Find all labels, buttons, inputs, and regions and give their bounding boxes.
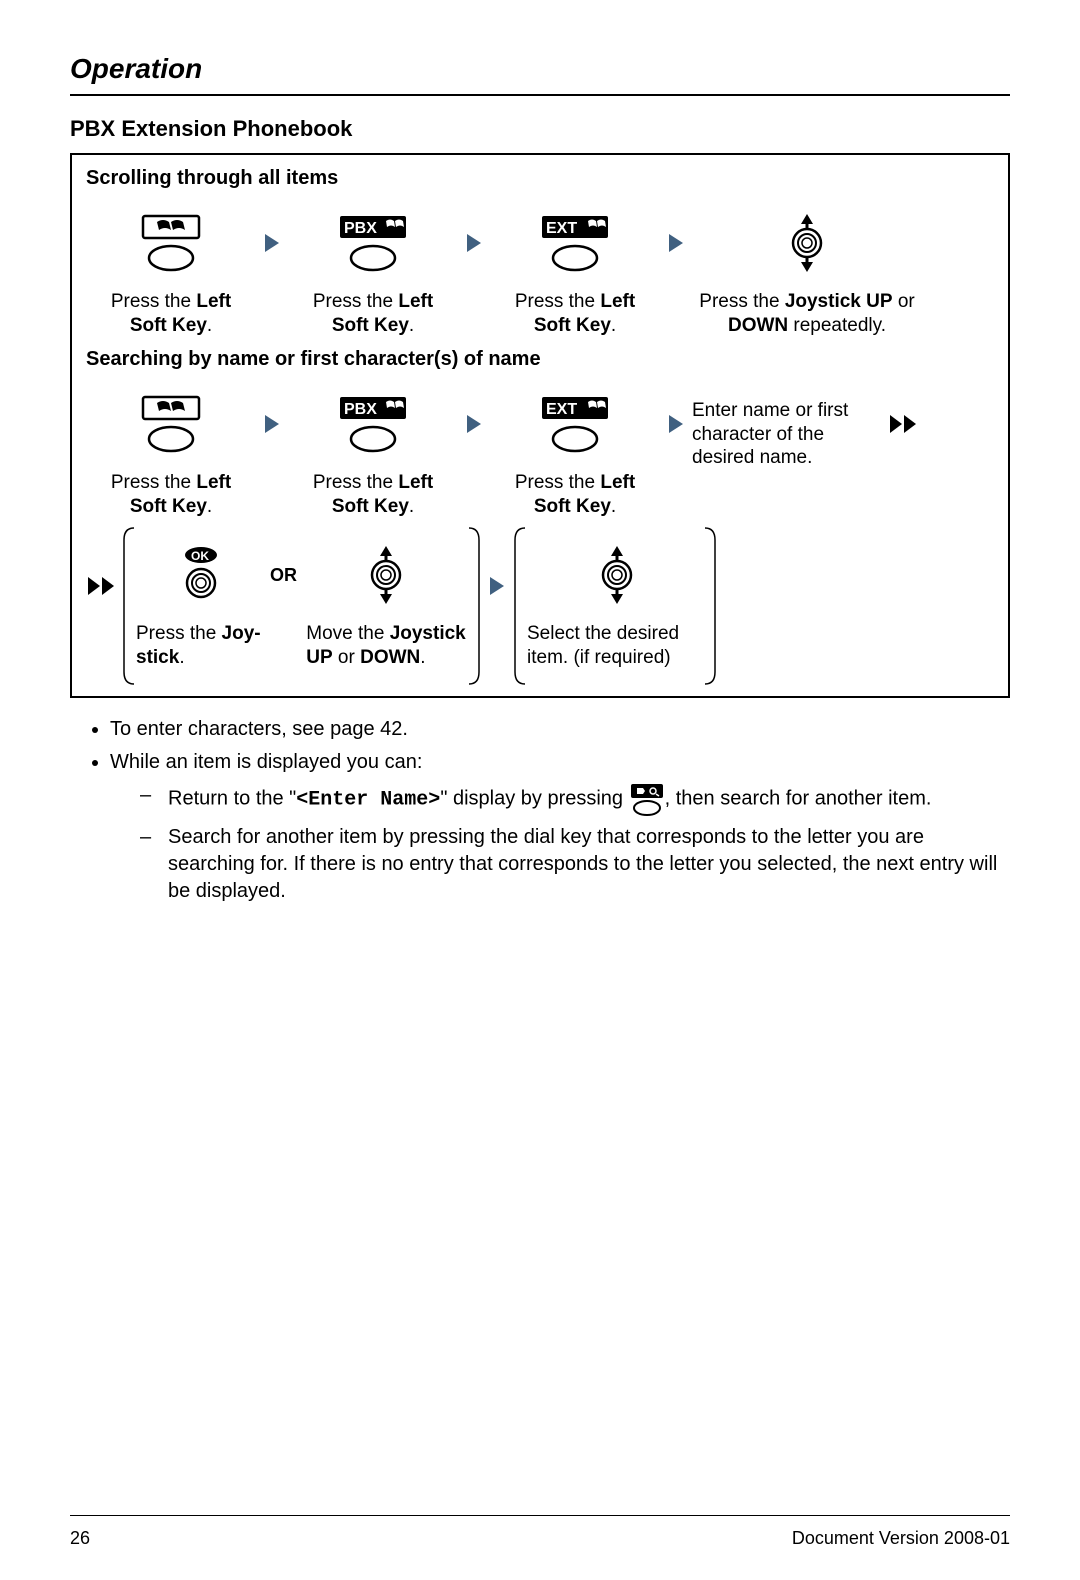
section1-title: Scrolling through all items (86, 165, 994, 192)
bracket-right-icon (703, 526, 717, 686)
subtitle: PBX Extension Phonebook (70, 114, 1010, 144)
step-desc: Press the Joystick UP or DOWN repeatedly… (699, 290, 914, 338)
joystick-updown-icon (593, 542, 641, 608)
arrow-icon (467, 234, 481, 252)
page-footer: 26 Document Version 2008-01 (70, 1515, 1010, 1550)
note-subitem: Return to the "<Enter Name>" display by … (140, 782, 1010, 816)
softkey-ext-icon (538, 212, 612, 274)
arrow-icon (490, 577, 504, 595)
softkey-clear-icon (629, 782, 665, 816)
step-desc: Select the desired item. (if required) (527, 622, 707, 670)
or-label: OR (266, 530, 301, 620)
page-number: 26 (70, 1526, 90, 1550)
bracket-right-icon (467, 526, 481, 686)
arrow-double-icon (890, 415, 916, 433)
arrow-icon (669, 415, 683, 433)
arrow-double-icon (88, 577, 114, 595)
row-search-1: Press the LeftSoft Key. Press the LeftSo… (86, 379, 994, 519)
arrow-icon (265, 234, 279, 252)
arrow-icon (265, 415, 279, 433)
arrow-icon (669, 234, 683, 252)
step-desc: Press the LeftSoft Key. (313, 290, 433, 338)
step-desc: Move the JoystickUP or DOWN. (306, 622, 465, 670)
step-desc: Press the LeftSoft Key. (313, 471, 433, 519)
softkey-book-icon (137, 393, 205, 455)
joystick-updown-icon (783, 210, 831, 276)
row-scroll: Press the LeftSoft Key. Press the LeftSo… (86, 198, 994, 338)
bracket-left-icon (122, 526, 136, 686)
bracket-left-icon (513, 526, 527, 686)
softkey-ext-icon (538, 393, 612, 455)
note-subitem: Search for another item by pressing the … (140, 824, 1010, 905)
softkey-book-icon (137, 212, 205, 274)
joystick-updown-icon (362, 542, 410, 608)
step-desc: Press the Joy-stick. (136, 622, 266, 670)
softkey-pbx-icon (336, 212, 410, 274)
page-header: Operation (70, 50, 1010, 96)
step-desc: Press the LeftSoft Key. (515, 471, 635, 519)
joystick-ok-icon (177, 547, 225, 603)
softkey-pbx-icon (336, 393, 410, 455)
notes-list: To enter characters, see page 42. While … (110, 716, 1010, 905)
step-desc: Press the LeftSoft Key. (111, 471, 231, 519)
section2-title: Searching by name or first character(s) … (86, 346, 994, 373)
step-desc: Press the LeftSoft Key. (515, 290, 635, 338)
note-item: To enter characters, see page 42. (110, 716, 1010, 743)
doc-version: Document Version 2008-01 (792, 1526, 1010, 1550)
enter-name-text: Enter name or first character of the des… (692, 399, 882, 470)
step-desc: Press the LeftSoft Key. (111, 290, 231, 338)
instruction-box: Scrolling through all items Press the Le… (70, 153, 1010, 698)
row-search-2: Press the Joy-stick. OR Move the Joystic… (86, 526, 994, 674)
note-item: While an item is displayed you can: Retu… (110, 749, 1010, 905)
arrow-icon (467, 415, 481, 433)
